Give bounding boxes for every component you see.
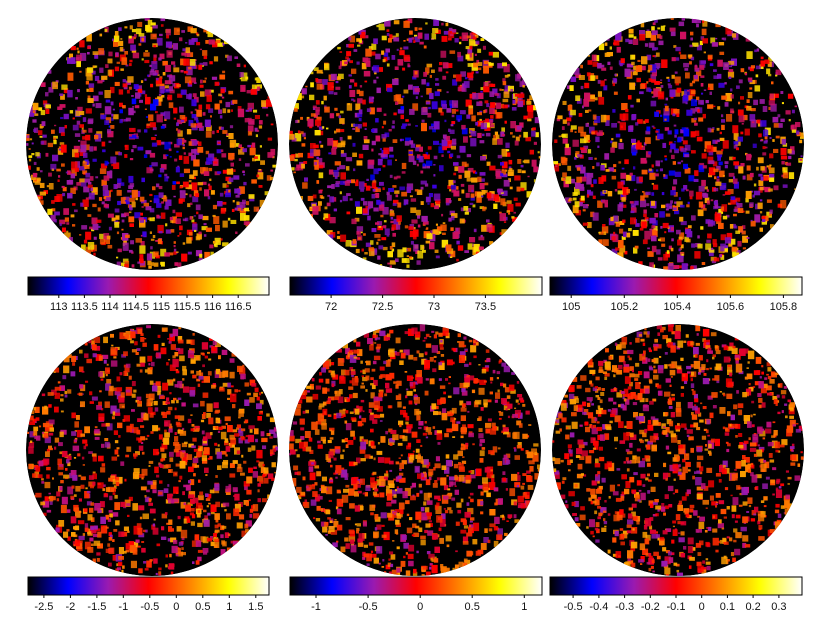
colorbar-tick-label: 0 (417, 601, 423, 613)
colorbar-tick-label: -0.5 (140, 601, 159, 613)
colorbar-tick-label: 116 (204, 301, 222, 313)
colorbar-tick-label: -1.5 (87, 601, 106, 613)
colorbar-gradient (27, 276, 270, 296)
colorbar-tick-label: 113.5 (71, 301, 98, 313)
colorbar-gradient (549, 576, 803, 596)
colorbar-tick-label: 113 (50, 301, 68, 313)
colorbar-gradient (549, 276, 803, 296)
colorbar-tick-label: 0.1 (720, 601, 735, 613)
colorbar-tick-label: 73.5 (475, 301, 496, 313)
circular-sky-map (552, 324, 804, 576)
colorbar-tick-label: -0.5 (359, 601, 378, 613)
colorbar-tick-label: 1 (521, 601, 527, 613)
colorbar-bottom-middle: -1 -0.5 0 0.5 1 (289, 576, 543, 613)
circular-sky-map (552, 18, 804, 270)
colorbar-tick-label: 0.3 (771, 601, 786, 613)
colorbar-tick-label: 105 (562, 301, 580, 313)
circular-sky-map (289, 324, 541, 576)
colorbar-tick-label: -2 (66, 601, 76, 613)
panel-bottom-left: -2.5 -2 -1.5 -1 -0.5 0 0.5 1 1.5 (26, 324, 278, 613)
panel-top-middle: 72 72.5 73 73.5 (289, 18, 543, 313)
colorbar-tick-label: 114 (101, 301, 119, 313)
panel-bottom-middle: -1 -0.5 0 0.5 1 (289, 324, 543, 613)
colorbar-tick-label: 115 (153, 301, 171, 313)
colorbar-gradient (27, 576, 270, 596)
colorbar-gradient (289, 576, 543, 596)
colorbar-tick-label: -1 (118, 601, 128, 613)
colorbar-gradient (289, 276, 543, 296)
colorbar-tick-label: 114.5 (122, 301, 149, 313)
colorbar-tick-label: 1.5 (248, 601, 263, 613)
colorbar-tick-label: 0 (699, 601, 705, 613)
colorbar-tick-label: -0.4 (589, 601, 608, 613)
circular-sky-map (26, 324, 278, 576)
colorbar-tick-label: 1 (226, 601, 232, 613)
colorbar-tick-label: 72.5 (372, 301, 393, 313)
colorbar-tick-label: 0.5 (465, 601, 480, 613)
colorbar-tick-label: 72 (325, 301, 337, 313)
colorbar-bottom-right: -0.5 -0.4 -0.3 -0.2 -0.1 0 0.1 0.2 0.3 (549, 576, 803, 613)
colorbar-tick-label: 0.5 (195, 601, 210, 613)
colorbar-tick-label: 116.5 (225, 301, 252, 313)
circular-sky-map (289, 18, 541, 270)
panel-top-right: 105 105.2 105.4 105.6 105.8 (549, 18, 804, 313)
circular-sky-map (26, 18, 278, 270)
colorbar-tick-label: -0.3 (615, 601, 634, 613)
colorbar-tick-label: -0.2 (641, 601, 660, 613)
panels-grid: 113 113.5 114 114.5 115 115.5 116 116.5 72 72.5 73… (26, 18, 804, 613)
colorbar-tick-label: 73 (428, 301, 440, 313)
colorbar-bottom-left: -2.5 -2 -1.5 -1 -0.5 0 0.5 1 1.5 (27, 576, 270, 613)
colorbar-tick-label: -0.1 (667, 601, 686, 613)
panel-bottom-right: -0.5 -0.4 -0.3 -0.2 -0.1 0 0.1 0.2 0.3 (549, 324, 804, 613)
colorbar-tick-label: 115.5 (174, 301, 201, 313)
colorbar-tick-label: 105.4 (664, 301, 692, 313)
colorbar-top-left: 113 113.5 114 114.5 115 115.5 116 116.5 (27, 276, 270, 313)
colorbar-tick-label: -0.5 (564, 601, 583, 613)
colorbar-tick-label: 0.2 (745, 601, 760, 613)
colorbar-tick-label: 105.8 (770, 301, 798, 313)
colorbar-tick-label: -2.5 (34, 601, 53, 613)
panel-top-left: 113 113.5 114 114.5 115 115.5 116 116.5 (26, 18, 278, 313)
colorbar-top-right: 105 105.2 105.4 105.6 105.8 (549, 276, 803, 313)
colorbar-tick-label: 105.6 (717, 301, 745, 313)
colorbar-tick-label: -1 (311, 601, 321, 613)
colorbar-tick-label: 105.2 (611, 301, 639, 313)
colorbar-tick-label: 0 (173, 601, 179, 613)
colorbar-top-middle: 72 72.5 73 73.5 (289, 276, 543, 313)
